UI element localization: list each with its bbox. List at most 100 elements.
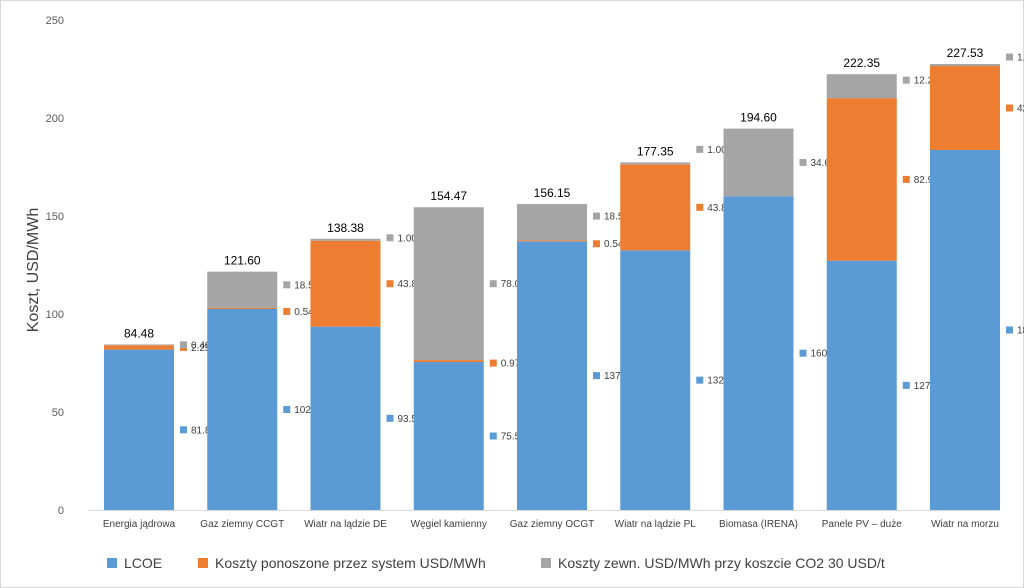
total-label: 194.60 bbox=[740, 111, 777, 125]
data-label: 1.00 bbox=[707, 145, 727, 156]
data-label: 78.00 bbox=[501, 279, 526, 290]
data-label-marker bbox=[696, 145, 704, 153]
x-tick-label: Biomasa (IRENA) bbox=[719, 519, 798, 530]
y-tick-label: 100 bbox=[46, 309, 64, 321]
data-label-marker bbox=[593, 372, 600, 380]
x-tick-label: Energia jądrowa bbox=[103, 519, 176, 530]
data-label-marker bbox=[799, 349, 807, 357]
y-tick-label: 150 bbox=[46, 211, 64, 223]
data-label: 75.50 bbox=[501, 432, 526, 443]
x-tick-label: Wiatr na lądzie PL bbox=[615, 519, 697, 530]
data-label: 43.85 bbox=[707, 203, 732, 214]
data-label-marker bbox=[902, 381, 910, 389]
bar-segment bbox=[930, 64, 1000, 67]
data-label-marker bbox=[1006, 104, 1013, 112]
data-label-marker bbox=[593, 212, 600, 220]
data-label: 2.25 bbox=[191, 343, 211, 354]
bar-segment bbox=[104, 344, 174, 346]
x-tick-label: Węgiel kamienny bbox=[411, 519, 487, 530]
data-label: 12.20 bbox=[914, 76, 939, 87]
data-label: 132.50 bbox=[707, 376, 738, 387]
data-label-marker bbox=[1006, 53, 1013, 61]
data-label: 43.85 bbox=[398, 279, 423, 290]
bar-segment bbox=[826, 98, 897, 261]
data-label-marker bbox=[489, 359, 497, 367]
data-label-marker bbox=[180, 341, 187, 349]
total-label: 227.53 bbox=[947, 46, 984, 60]
data-label: 18.50 bbox=[604, 212, 629, 223]
total-label: 121.60 bbox=[224, 254, 261, 268]
legend-label: Koszty zewn. USD/MWh przy koszcie CO2 30… bbox=[558, 555, 885, 571]
data-label: 81.83 bbox=[191, 425, 216, 436]
legend-label: Koszty ponoszone przez system USD/MWh bbox=[215, 555, 486, 571]
bar-segment bbox=[517, 241, 587, 510]
data-label-marker bbox=[489, 280, 497, 288]
bar-segment bbox=[207, 307, 278, 309]
data-label: 0.54 bbox=[294, 307, 314, 318]
bar-segment bbox=[310, 240, 381, 327]
data-label-marker bbox=[593, 240, 600, 248]
data-label-marker bbox=[902, 76, 910, 84]
data-label: 42.85 bbox=[1017, 103, 1024, 114]
data-label: 137.11 bbox=[604, 371, 634, 382]
data-label: 1.00 bbox=[1017, 53, 1024, 64]
bar-segment bbox=[310, 238, 381, 241]
bar-segment bbox=[620, 164, 691, 251]
legend-swatch bbox=[198, 558, 208, 568]
data-label: 34.60 bbox=[811, 158, 836, 169]
total-label: 84.48 bbox=[124, 326, 154, 340]
bar-segment bbox=[826, 74, 897, 99]
bar-segment bbox=[620, 250, 691, 511]
bar-segment bbox=[413, 362, 484, 510]
data-label: 0.40 bbox=[191, 340, 211, 351]
data-label-marker bbox=[283, 281, 291, 289]
data-label: 160.00 bbox=[811, 349, 842, 360]
data-label-marker bbox=[180, 426, 187, 434]
bar-segment bbox=[620, 162, 691, 165]
data-label: 127.20 bbox=[914, 381, 945, 392]
total-label: 154.47 bbox=[430, 189, 467, 203]
bar-segment bbox=[826, 260, 897, 510]
bar-segment bbox=[310, 326, 381, 510]
total-label: 222.35 bbox=[843, 56, 880, 70]
data-label-marker bbox=[489, 432, 497, 440]
y-tick-label: 250 bbox=[46, 15, 64, 27]
total-label: 138.38 bbox=[327, 221, 364, 235]
x-tick-label: Wiatr na morzu bbox=[931, 519, 999, 530]
bar-segment bbox=[104, 349, 174, 510]
bar-segment bbox=[517, 240, 587, 242]
bar-segment bbox=[723, 128, 794, 197]
data-label: 183.68 bbox=[1017, 325, 1024, 336]
y-tick-label: 0 bbox=[58, 505, 64, 517]
legend-label: LCOE bbox=[124, 555, 162, 571]
y-tick-label: 50 bbox=[52, 407, 64, 419]
bar-segment bbox=[723, 196, 794, 510]
data-label: 102.56 bbox=[294, 405, 325, 416]
data-label-marker bbox=[1006, 326, 1013, 334]
bar-segment bbox=[930, 66, 1000, 150]
x-tick-label: Wiatr na lądzie DE bbox=[304, 519, 387, 530]
legend-swatch bbox=[107, 558, 117, 568]
bar-segment bbox=[413, 360, 484, 363]
data-label-marker bbox=[386, 414, 394, 422]
bar-segment bbox=[517, 203, 587, 241]
x-tick-label: Panele PV – duże bbox=[822, 519, 902, 530]
x-tick-label: Gaz ziemny OCGT bbox=[510, 519, 594, 530]
data-label-marker bbox=[283, 307, 291, 315]
bar-segment bbox=[104, 345, 174, 350]
data-label-marker bbox=[696, 203, 704, 211]
data-label-marker bbox=[799, 158, 807, 166]
data-label-marker bbox=[902, 175, 910, 183]
data-label: 18.50 bbox=[294, 280, 319, 291]
data-label-marker bbox=[386, 234, 394, 242]
legend-swatch bbox=[541, 558, 551, 568]
data-label-marker bbox=[696, 376, 704, 384]
data-label: 1.00 bbox=[398, 233, 418, 244]
x-tick-label: Gaz ziemny CCGT bbox=[200, 519, 284, 530]
y-axis-title: Koszt, USD/MWh bbox=[25, 208, 42, 332]
y-tick-label: 200 bbox=[46, 113, 64, 125]
data-label: 0.54 bbox=[604, 239, 624, 250]
data-label: 82.95 bbox=[914, 175, 939, 186]
data-label-marker bbox=[386, 280, 394, 288]
